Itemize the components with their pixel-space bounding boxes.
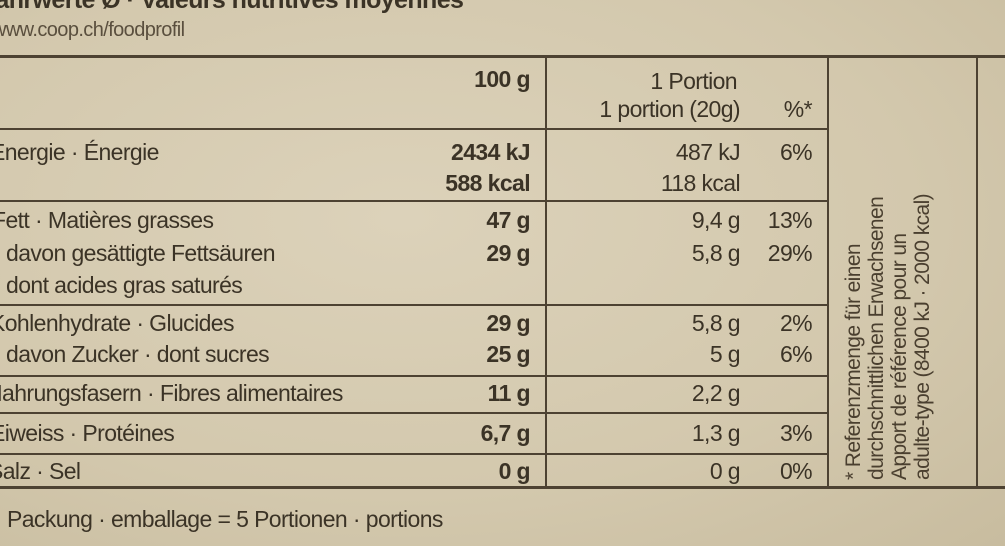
- value-portion: 9,4 g: [691, 207, 741, 233]
- column-header-portion: 1 Portion: [650, 68, 737, 94]
- divider: [0, 375, 828, 377]
- value-100g: 29 g: [486, 310, 530, 336]
- value-100g: 11 g: [487, 380, 531, 406]
- nutrient-label: Energie · Énergie: [0, 139, 159, 165]
- divider: [0, 486, 1005, 489]
- nutrient-label: Fett · Matières grasses: [0, 207, 214, 233]
- label-title: Nährwerte Ø · Valeurs nutritives moyenne…: [0, 0, 464, 14]
- value-percent: 0%: [779, 458, 813, 484]
- value-100g: 2434 kJ: [451, 139, 531, 165]
- divider: [0, 304, 828, 306]
- package-portions: Packung · emballage = 5 Portionen · port…: [7, 506, 443, 532]
- value-portion: 1,3 g: [691, 420, 741, 446]
- footnote-line: Apport de référence pour un: [888, 233, 911, 480]
- divider: [976, 57, 978, 487]
- divider: [0, 55, 1005, 58]
- column-header-100g: 100 g: [474, 66, 530, 92]
- label-url: www.coop.ch/foodprofil: [0, 19, 185, 41]
- value-100g: 6,7 g: [480, 420, 531, 446]
- footnote-line: adulte-type (8400 kJ · 2000 kcal): [911, 193, 934, 480]
- reference-footnote: * Referenzmenge für einen durchschnittli…: [842, 194, 934, 480]
- value-portion: 118 kcal: [660, 170, 741, 196]
- footnote-line: * Referenzmenge für einen: [842, 244, 865, 480]
- value-100g: 0 g: [498, 458, 531, 484]
- value-percent: 6%: [779, 139, 813, 165]
- column-header-portion-size: 1 portion (20g): [599, 96, 740, 122]
- footnote-line: durchschnittlichen Erwachsenen: [865, 196, 888, 480]
- value-portion: 5,8 g: [691, 310, 741, 336]
- divider: [0, 453, 828, 455]
- nutrient-label: dont acides gras saturés: [6, 272, 243, 298]
- value-100g: 47 g: [486, 207, 530, 233]
- nutrient-label: Salz · Sel: [0, 458, 81, 484]
- nutrient-label: davon Zucker · dont sucres: [6, 341, 270, 367]
- value-percent: 29%: [767, 240, 813, 266]
- nutrient-label: davon gesättigte Fettsäuren: [6, 240, 276, 266]
- divider: [0, 200, 828, 202]
- divider: [827, 57, 829, 487]
- value-percent: 3%: [779, 420, 813, 446]
- value-100g: 25 g: [486, 341, 530, 367]
- divider: [545, 57, 547, 487]
- divider: [0, 128, 828, 130]
- value-percent: 2%: [779, 310, 813, 336]
- value-portion: 5,8 g: [691, 240, 741, 266]
- value-100g: 29 g: [486, 240, 530, 266]
- value-portion: 5 g: [709, 341, 741, 367]
- value-percent: 13%: [767, 207, 813, 233]
- column-header-percent: %*: [783, 96, 813, 122]
- nutrient-label: Kohlenhydrate · Glucides: [0, 310, 234, 336]
- divider: [0, 412, 828, 414]
- nutrient-label: Eiweiss · Protéines: [0, 420, 175, 446]
- value-portion: 2,2 g: [691, 380, 741, 406]
- value-portion: 0 g: [709, 458, 741, 484]
- value-portion: 487 kJ: [675, 139, 741, 165]
- value-percent: 6%: [779, 341, 813, 367]
- nutrient-label: Nahrungsfasern · Fibres alimentaires: [0, 380, 343, 406]
- value-100g: 588 kcal: [445, 170, 530, 196]
